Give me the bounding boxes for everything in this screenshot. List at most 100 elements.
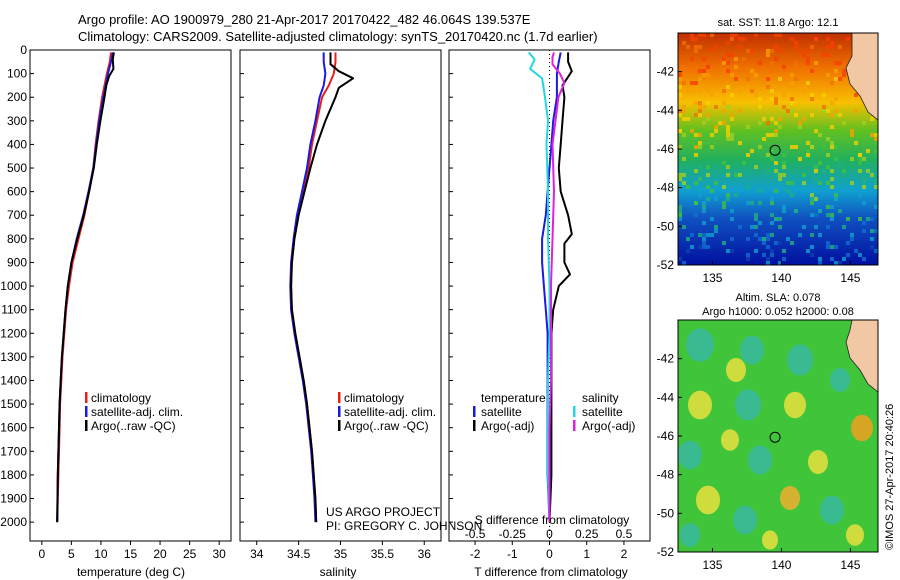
- sst-cell: [698, 45, 702, 49]
- depth-tick-label: 1800: [0, 468, 27, 482]
- depth-tick-label: 2000: [0, 515, 27, 529]
- legend-title-temperature: temperature: [481, 391, 546, 405]
- depth-tick-label: 1700: [0, 444, 27, 458]
- depth-tick-label: 1300: [0, 350, 27, 364]
- sst-cell: [778, 261, 782, 265]
- sst-cell: [690, 37, 694, 41]
- sst-cell: [778, 217, 782, 221]
- sst-cell: [750, 49, 754, 53]
- sst-cell: [862, 229, 866, 233]
- sst-cell: [826, 137, 830, 141]
- sst-cell: [806, 61, 810, 65]
- sst-cell: [678, 85, 682, 89]
- x-tick-label: 25: [183, 547, 197, 561]
- sst-cell: [790, 101, 794, 105]
- sst-cell: [842, 169, 846, 173]
- sst-cell: [698, 109, 702, 113]
- sst-cell: [730, 249, 734, 253]
- sst-cell: [770, 69, 774, 73]
- sst-cell: [678, 93, 682, 97]
- sst-cell: [762, 253, 766, 257]
- sst-cell: [758, 221, 762, 225]
- sst-cell: [678, 113, 682, 117]
- sst-cell: [750, 201, 754, 205]
- sst-cell: [694, 37, 698, 41]
- sst-cell: [694, 213, 698, 217]
- sst-cell: [698, 145, 702, 149]
- sst-cell: [722, 205, 726, 209]
- sst-cell: [766, 261, 770, 265]
- sst-cell: [834, 245, 838, 249]
- sst-cell: [710, 133, 714, 137]
- sst-cell: [726, 41, 730, 45]
- sst-cell: [770, 197, 774, 201]
- sst-map-axes: 135 140 145 -42 -44 -46 -48 -50 -52: [657, 65, 861, 285]
- imos-watermark: ©IMOS 27-Apr-2017 20:40:26: [884, 404, 896, 550]
- sst-cell: [750, 149, 754, 153]
- sst-cell: [698, 165, 702, 169]
- sst-cell: [842, 173, 846, 177]
- sst-cell: [806, 57, 810, 61]
- sst-cell: [774, 33, 778, 37]
- map-lon-label: 145: [840, 271, 860, 285]
- sst-cell: [786, 109, 790, 113]
- sst-cell: [702, 121, 706, 125]
- sst-cell: [818, 181, 822, 185]
- sst-cell: [814, 197, 818, 201]
- sst-cell: [754, 33, 758, 37]
- sst-cell: [742, 161, 746, 165]
- sst-cell: [682, 41, 686, 45]
- sst-cell: [830, 177, 834, 181]
- map-lat-label: -50: [657, 506, 675, 520]
- sst-cell: [838, 61, 842, 65]
- depth-tick-label: 700: [7, 208, 27, 222]
- sst-cell: [782, 153, 786, 157]
- sst-cell: [726, 133, 730, 137]
- sst-cell: [802, 117, 806, 121]
- sst-cell: [690, 245, 694, 249]
- s-diff-tick-label: 0.5: [616, 527, 633, 541]
- sst-cell: [750, 89, 754, 93]
- sst-cell: [754, 73, 758, 77]
- sst-cell: [806, 153, 810, 157]
- sst-cell: [722, 201, 726, 205]
- sst-cell: [862, 221, 866, 225]
- sst-cell: [694, 101, 698, 105]
- sst-cell: [726, 69, 730, 73]
- sst-cell: [782, 65, 786, 69]
- sst-cell: [730, 209, 734, 213]
- sst-cell: [726, 193, 730, 197]
- map-lat-label: -46: [657, 429, 675, 443]
- depth-tick-label: 0: [20, 43, 27, 57]
- sst-cell: [734, 33, 738, 37]
- sst-cell: [814, 225, 818, 229]
- sst-cell: [726, 125, 730, 129]
- salinity-axis-label: salinity: [320, 565, 357, 579]
- sst-cell: [862, 201, 866, 205]
- sst-cell: [678, 209, 682, 213]
- depth-tick-label: 1000: [0, 279, 27, 293]
- sst-cell: [814, 177, 818, 181]
- sst-cell: [702, 245, 706, 249]
- sst-cell: [846, 241, 850, 245]
- depth-axis: 0 100 200 300 400 500 600 700 800 900 1000 1100 1200…: [0, 43, 453, 529]
- sst-cell: [722, 241, 726, 245]
- sst-cell: [770, 49, 774, 53]
- sst-cell: [874, 149, 878, 153]
- sst-cell: [782, 93, 786, 97]
- sst-cell: [842, 69, 846, 73]
- sst-cell: [698, 177, 702, 181]
- sst-cell: [766, 49, 770, 53]
- sst-cell: [810, 45, 814, 49]
- map-lat-label: -46: [657, 142, 675, 156]
- sst-cell: [738, 109, 742, 113]
- sst-cell: [726, 61, 730, 65]
- sst-cell: [838, 261, 842, 265]
- sst-cell: [706, 73, 710, 77]
- sst-cell: [714, 197, 718, 201]
- sst-cell: [722, 57, 726, 61]
- sst-cell: [766, 85, 770, 89]
- sst-cell: [734, 57, 738, 61]
- sst-cell: [754, 233, 758, 237]
- sst-cell: [870, 173, 874, 177]
